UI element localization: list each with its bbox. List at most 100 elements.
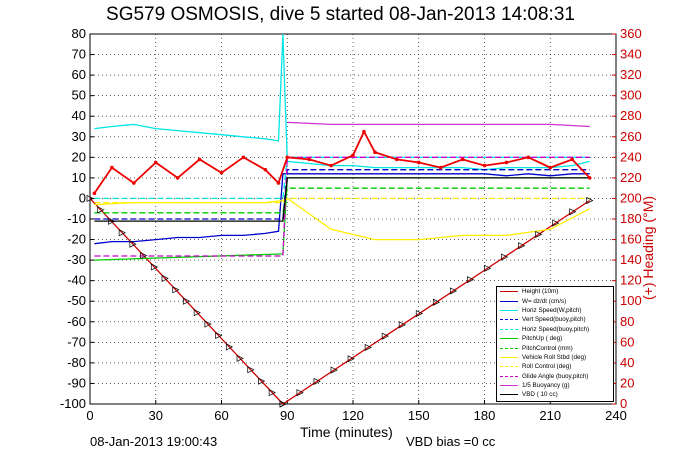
y-tick-label: -40 <box>67 273 86 288</box>
legend-label: Vert Speed(buoy,pitch) <box>522 316 586 324</box>
depth-marker <box>330 366 338 374</box>
heading-point <box>263 167 268 172</box>
series-line-4 <box>94 156 590 200</box>
heading-point <box>219 170 224 175</box>
heading-point <box>373 150 377 154</box>
right-y-tick-label: 160 <box>620 232 642 247</box>
depth-marker <box>204 320 212 328</box>
depth-marker <box>415 309 424 318</box>
depth-marker <box>150 263 159 271</box>
depth-marker <box>432 298 441 306</box>
legend-swatch <box>500 394 518 396</box>
x-tick-label: 150 <box>408 408 430 423</box>
y-tick-label: -30 <box>67 252 86 267</box>
depth-marker <box>381 332 389 340</box>
depth-marker <box>129 240 137 248</box>
footer-timestamp: 08-Jan-2013 19:00:43 <box>90 434 218 449</box>
series-line-2 <box>94 33 590 171</box>
heading-point <box>548 165 553 170</box>
depth-marker <box>97 206 105 214</box>
heading-point <box>526 155 531 160</box>
depth-marker <box>296 389 304 397</box>
heading-point <box>241 155 246 160</box>
depth-marker <box>215 331 223 340</box>
x-tick-label: 180 <box>474 408 496 423</box>
depth-marker <box>225 343 234 351</box>
y-tick-label: 0 <box>79 190 86 205</box>
series-line-12 <box>93 129 591 194</box>
legend-swatch <box>500 309 518 311</box>
legend-entry: Roll Control (deg) <box>497 362 613 371</box>
y-tick-label: 50 <box>72 88 86 103</box>
legend-entry: PitchUp ( deg) <box>497 334 613 343</box>
heading-point <box>504 160 509 165</box>
depth-marker <box>484 264 492 272</box>
legend-entry: Glide Angle (buoy,pitch) <box>497 372 613 381</box>
depth-marker <box>586 196 594 205</box>
right-axis-label: (+) Heading (°M) <box>640 195 656 300</box>
right-y-tick-label: 280 <box>620 108 642 123</box>
legend-label: Horiz Speed(buoy,pitch) <box>522 325 590 333</box>
legend-entry: Vert Speed(buoy,pitch) <box>497 315 613 324</box>
x-tick-label: 90 <box>280 408 294 423</box>
heading-point <box>570 157 574 162</box>
depth-marker <box>398 321 406 329</box>
legend-label: Horiz Speed(W,pitch) <box>522 306 582 314</box>
right-y-tick-label: 300 <box>620 88 642 103</box>
depth-marker <box>467 276 475 284</box>
x-tick-label: 60 <box>214 408 228 423</box>
y-tick-label: -100 <box>60 396 86 411</box>
depth-marker <box>535 230 543 238</box>
y-tick-label: -60 <box>67 314 86 329</box>
depth-marker <box>518 242 526 250</box>
x-tick-label: 120 <box>342 408 364 423</box>
legend-swatch <box>500 375 518 377</box>
legend-entry: Horiz Speed(W,pitch) <box>497 306 613 315</box>
depth-marker <box>313 377 321 385</box>
right-y-tick-label: 60 <box>620 334 634 349</box>
right-y-tick-label: 100 <box>620 293 642 308</box>
right-y-tick-label: 140 <box>620 252 642 267</box>
y-tick-label: -20 <box>67 232 86 247</box>
series-line-11 <box>94 177 590 222</box>
legend-label: 1/5 Buoyancy (g) <box>522 382 570 390</box>
depth-marker <box>347 355 355 363</box>
legend-swatch <box>500 347 518 349</box>
heading-point <box>351 153 355 158</box>
heading-point <box>132 181 136 185</box>
heading-point <box>153 160 158 165</box>
depth-marker <box>449 287 458 295</box>
legend-entry: W= dz/dt (cm/s) <box>497 296 613 305</box>
y-tick-label: -80 <box>67 355 86 370</box>
x-tick-label: 30 <box>149 408 163 423</box>
legend-swatch <box>500 385 518 387</box>
y-tick-label: -10 <box>67 211 86 226</box>
y-tick-label: 20 <box>72 149 86 164</box>
legend-label: PitchControl (mm) <box>522 344 573 352</box>
heading-point <box>587 176 592 180</box>
y-tick-label: -90 <box>67 375 86 390</box>
legend-label: PitchUp ( deg) <box>522 335 563 343</box>
legend-label: Glide Angle (buoy,pitch) <box>522 372 589 380</box>
right-y-tick-label: 220 <box>620 170 642 185</box>
series-line-9 <box>94 156 590 257</box>
footer-vbd-bias: VBD bias =0 cc <box>406 434 496 449</box>
depth-marker <box>140 251 148 260</box>
chart-title: SG579 OSMOSIS, dive 5 started 08-Jan-201… <box>106 4 575 25</box>
x-tick-label: 240 <box>605 408 627 423</box>
heading-point <box>285 155 290 160</box>
depth-marker <box>552 219 560 227</box>
legend-entry: Vehicle Roll Stbd (deg) <box>497 353 613 362</box>
right-y-tick-label: 20 <box>620 375 634 390</box>
right-y-tick-label: 200 <box>620 190 642 205</box>
legend-entry: Horiz Speed(buoy,pitch) <box>497 325 613 334</box>
right-y-tick-label: 260 <box>620 129 642 144</box>
depth-marker <box>172 286 180 294</box>
legend-swatch <box>500 319 518 321</box>
right-y-tick-label: 360 <box>620 26 642 41</box>
y-tick-label: 10 <box>72 170 86 185</box>
legend-label: Height (10m) <box>522 288 559 296</box>
right-y-tick-label: 340 <box>620 47 642 62</box>
right-y-tick-label: 40 <box>620 355 634 370</box>
